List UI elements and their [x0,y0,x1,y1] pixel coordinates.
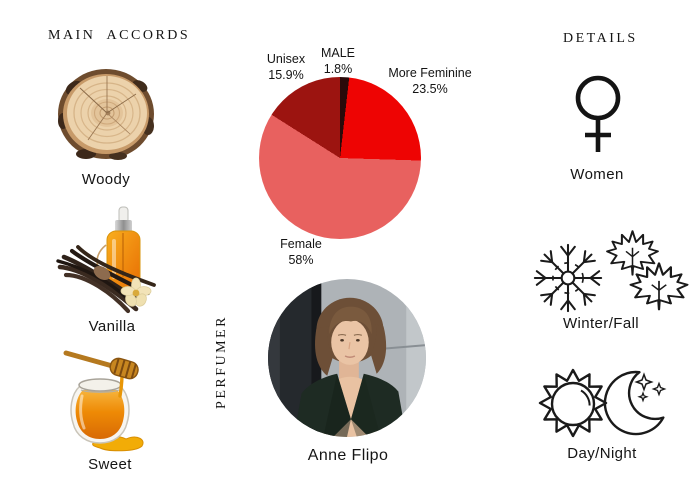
crescent-moon-stars-icon [603,365,673,439]
detail-label-women: Women [570,166,624,183]
honey-image [58,340,150,452]
female-symbol-icon [573,74,623,162]
wood-slice-icon [56,66,156,162]
gender-pie-chart [259,77,421,239]
snowflake-icon [529,239,607,317]
detail-label-winter-fall: Winter/Fall [562,315,640,332]
details-title: DETAILS [563,31,638,46]
pie-label-more-feminine: More Feminine 23.5% [388,66,472,97]
perfumer-title: PERFUMER [214,315,229,409]
accord-label-woody: Woody [81,171,131,188]
accord-label-vanilla: Vanilla [88,318,136,335]
main-accords-title: MAIN ACCORDS [48,28,191,43]
vanilla-image [50,205,172,317]
sun-icon [537,367,609,439]
anne-flipo-portrait [268,279,426,437]
pie-label-male: MALE 1.8% [320,46,356,77]
perfumer-name: Anne Flipo [307,447,389,464]
detail-label-day-night: Day/Night [567,445,637,462]
pie-label-unisex: Unisex 15.9% [266,52,306,83]
maple-leaves-icon [597,227,689,311]
pie-label-female: Female 58% [280,237,322,268]
accord-label-sweet: Sweet [88,456,132,473]
